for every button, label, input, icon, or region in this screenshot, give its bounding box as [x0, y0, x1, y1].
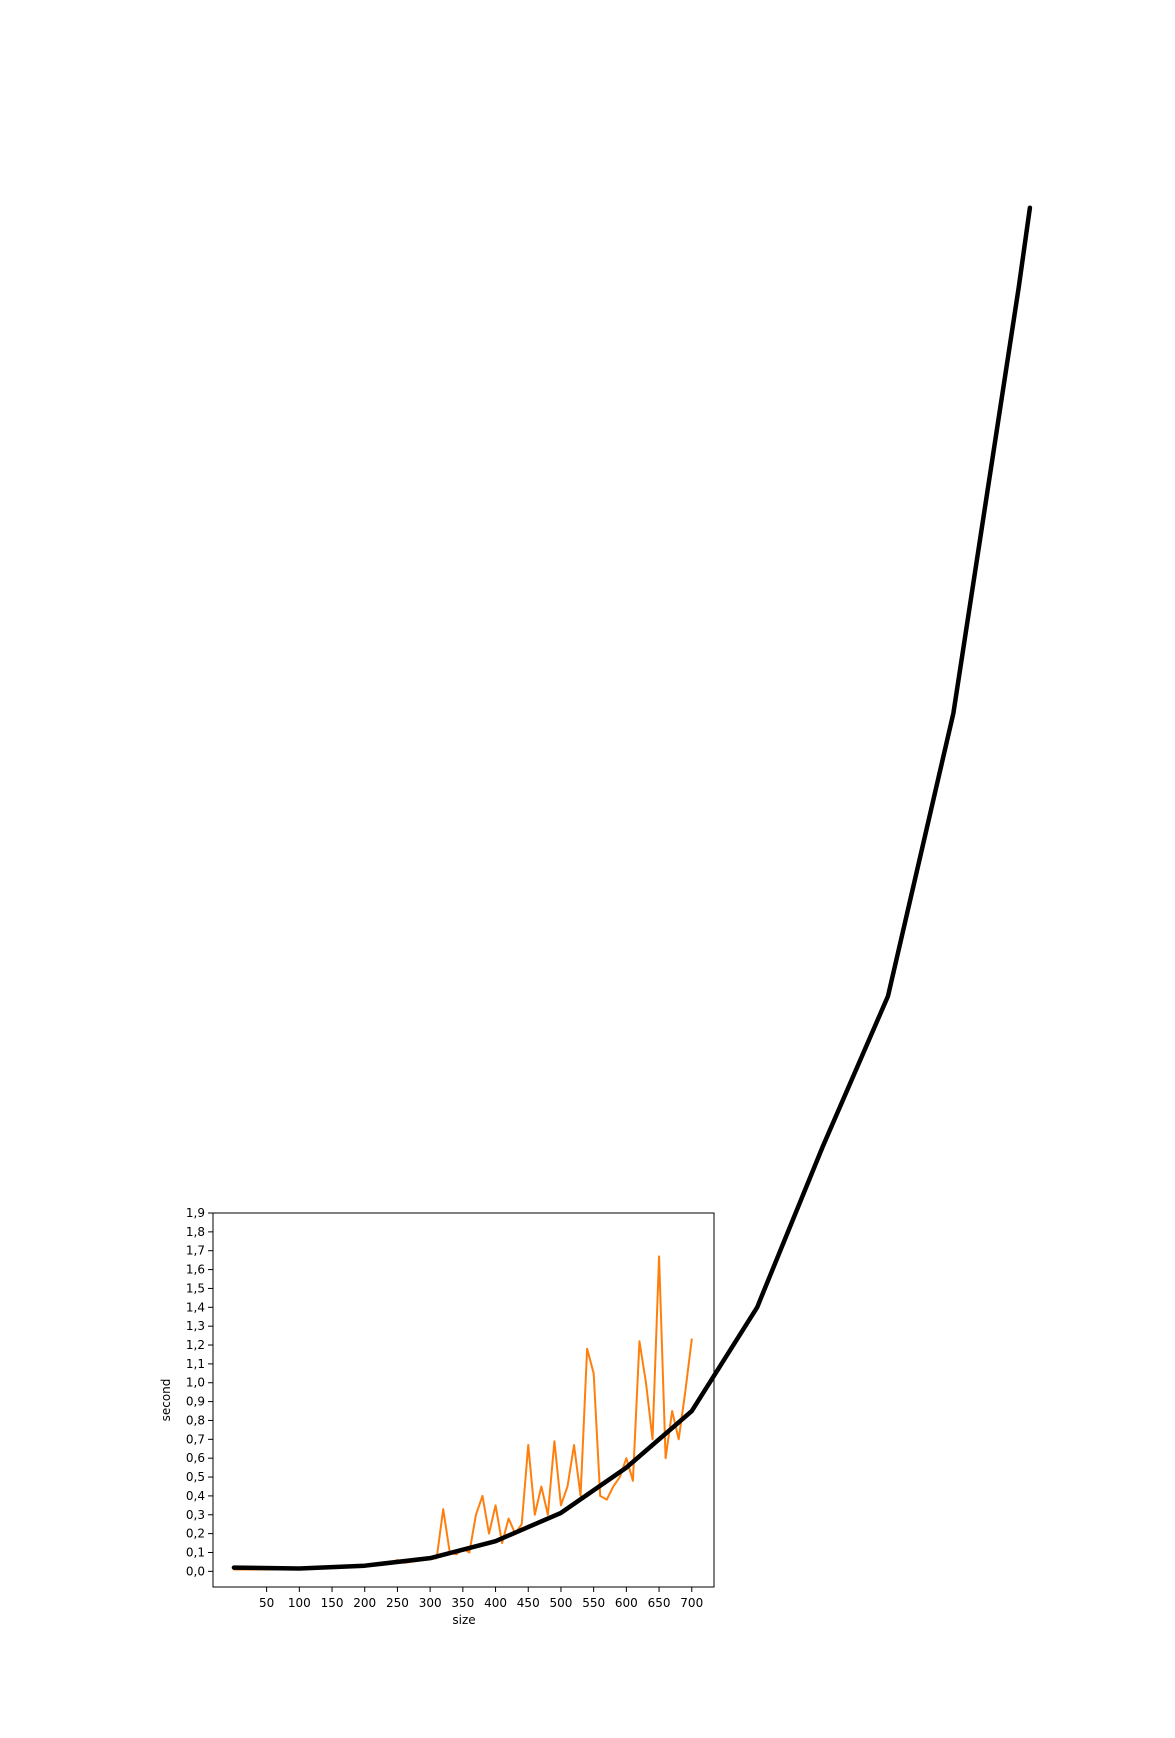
y-axis-label: second	[159, 1379, 173, 1422]
y-tick-label: 1,7	[186, 1244, 205, 1258]
y-tick-label: 0,5	[186, 1470, 205, 1484]
x-tick-label: 200	[353, 1596, 376, 1610]
x-tick-label: 600	[615, 1596, 638, 1610]
y-tick-label: 0,7	[186, 1432, 205, 1446]
y-tick-label: 0,8	[186, 1413, 205, 1427]
x-tick-label: 350	[451, 1596, 474, 1610]
y-tick-label: 1,3	[186, 1319, 205, 1333]
y-tick-label: 1,1	[186, 1357, 205, 1371]
x-tick-label: 650	[648, 1596, 671, 1610]
y-tick-label: 1,8	[186, 1225, 205, 1239]
y-tick-label: 0,9	[186, 1395, 205, 1409]
y-tick-label: 0,6	[186, 1451, 205, 1465]
data-line	[231, 205, 1033, 1571]
x-tick-label: 700	[680, 1596, 703, 1610]
y-tick-label: 0,1	[186, 1545, 205, 1559]
x-tick-label: 500	[549, 1596, 572, 1610]
data-line	[232, 1255, 693, 1571]
y-tick-label: 0,3	[186, 1508, 205, 1522]
x-tick-label: 400	[484, 1596, 507, 1610]
x-tick-label: 550	[582, 1596, 605, 1610]
x-tick-label: 100	[288, 1596, 311, 1610]
y-tick-label: 1,0	[186, 1376, 205, 1390]
x-tick-label: 250	[386, 1596, 409, 1610]
y-tick-label: 0,4	[186, 1489, 205, 1503]
y-tick-label: 1,4	[186, 1300, 205, 1314]
y-tick-label: 0,0	[186, 1564, 205, 1578]
x-tick-label: 150	[321, 1596, 344, 1610]
x-tick-label: 450	[517, 1596, 540, 1610]
y-tick-label: 0,2	[186, 1527, 205, 1541]
y-tick-label: 1,5	[186, 1281, 205, 1295]
x-tick-label: 50	[259, 1596, 274, 1610]
y-tick-label: 1,2	[186, 1338, 205, 1352]
y-tick-label: 1,9	[186, 1206, 205, 1220]
y-tick-label: 1,6	[186, 1263, 205, 1277]
plot-frame	[212, 1212, 715, 1588]
x-tick-label: 300	[419, 1596, 442, 1610]
x-axis-label: size	[452, 1613, 475, 1627]
